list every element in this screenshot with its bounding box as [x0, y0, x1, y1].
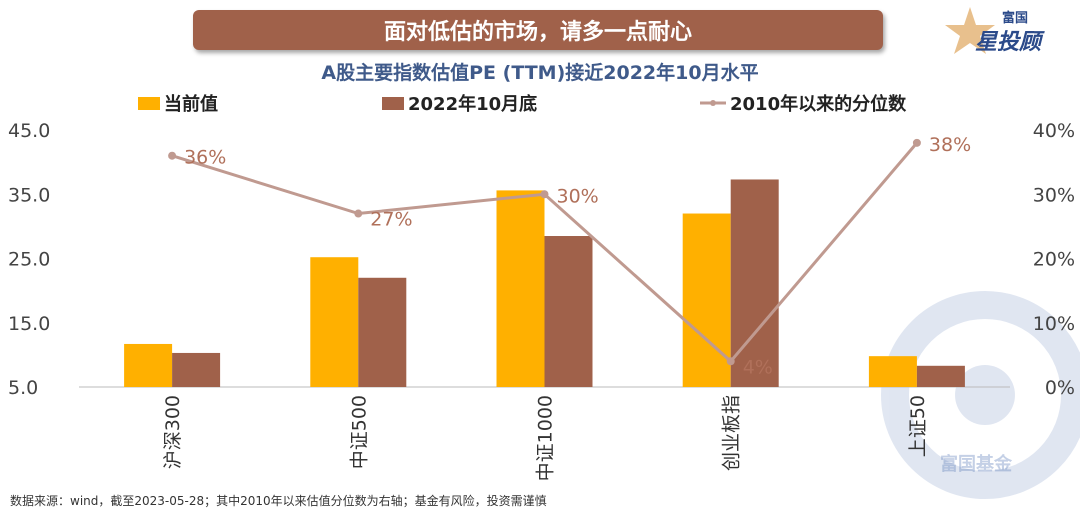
- category-label: 上证50: [907, 395, 929, 457]
- bar-oct2022: [916, 365, 965, 387]
- bar-current: [868, 356, 917, 387]
- percentile-label: 4%: [743, 356, 773, 378]
- left-tick-label: 25.0: [8, 249, 50, 271]
- right-tick-label: 0%: [1045, 377, 1075, 399]
- watermark: [881, 291, 1080, 499]
- category-label: 中证500: [348, 395, 370, 469]
- percentile-label: 30%: [557, 185, 599, 207]
- legend: 当前值 2022年10月底 2010年以来的分位数: [0, 90, 1080, 116]
- legend-oct2022: 2022年10月底: [382, 90, 537, 116]
- chart-title: A股主要指数估值PE (TTM)接近2022年10月水平: [321, 62, 759, 84]
- percentile-label: 27%: [370, 209, 412, 231]
- left-tick-label: 35.0: [8, 184, 50, 206]
- right-tick-label: 20%: [1033, 249, 1075, 271]
- percentile-point: [168, 151, 177, 160]
- banner-title: 面对低估的市场，请多一点耐心: [193, 10, 883, 50]
- category-label: 沪深300: [162, 395, 184, 469]
- percentile-label: 36%: [184, 147, 226, 169]
- source-note: 数据来源：wind，截至2023-05-28；其中2010年以来估值分位数为右轴…: [10, 494, 547, 508]
- bar-oct2022: [358, 277, 407, 387]
- percentile-point: [726, 357, 735, 366]
- left-tick-label: 15.0: [8, 313, 50, 335]
- percentile-label: 38%: [929, 134, 971, 156]
- bar-current: [310, 257, 359, 387]
- category-label: 中证1000: [535, 395, 557, 481]
- logo: 富国 星投顾: [945, 7, 1045, 54]
- bar-current: [682, 213, 731, 387]
- bar-current: [496, 190, 545, 387]
- watermark-text: 富国基金: [940, 453, 1013, 475]
- left-tick-label: 45.0: [8, 120, 50, 142]
- right-tick-label: 40%: [1033, 120, 1075, 142]
- percentile-point: [540, 190, 549, 199]
- legend-percentile: 2010年以来的分位数: [700, 90, 906, 116]
- legend-current: 当前值: [138, 90, 218, 116]
- right-tick-label: 10%: [1033, 313, 1075, 335]
- left-tick-label: 5.0: [8, 377, 38, 399]
- category-label: 创业板指: [721, 395, 743, 471]
- bar-oct2022: [544, 236, 593, 387]
- bar-oct2022: [172, 352, 221, 387]
- svg-text:星投顾: 星投顾: [975, 29, 1045, 54]
- percentile-point: [354, 209, 363, 218]
- bar-current: [124, 343, 173, 387]
- percentile-point: [912, 138, 921, 147]
- right-tick-label: 30%: [1033, 184, 1075, 206]
- svg-text:富国: 富国: [1002, 10, 1028, 25]
